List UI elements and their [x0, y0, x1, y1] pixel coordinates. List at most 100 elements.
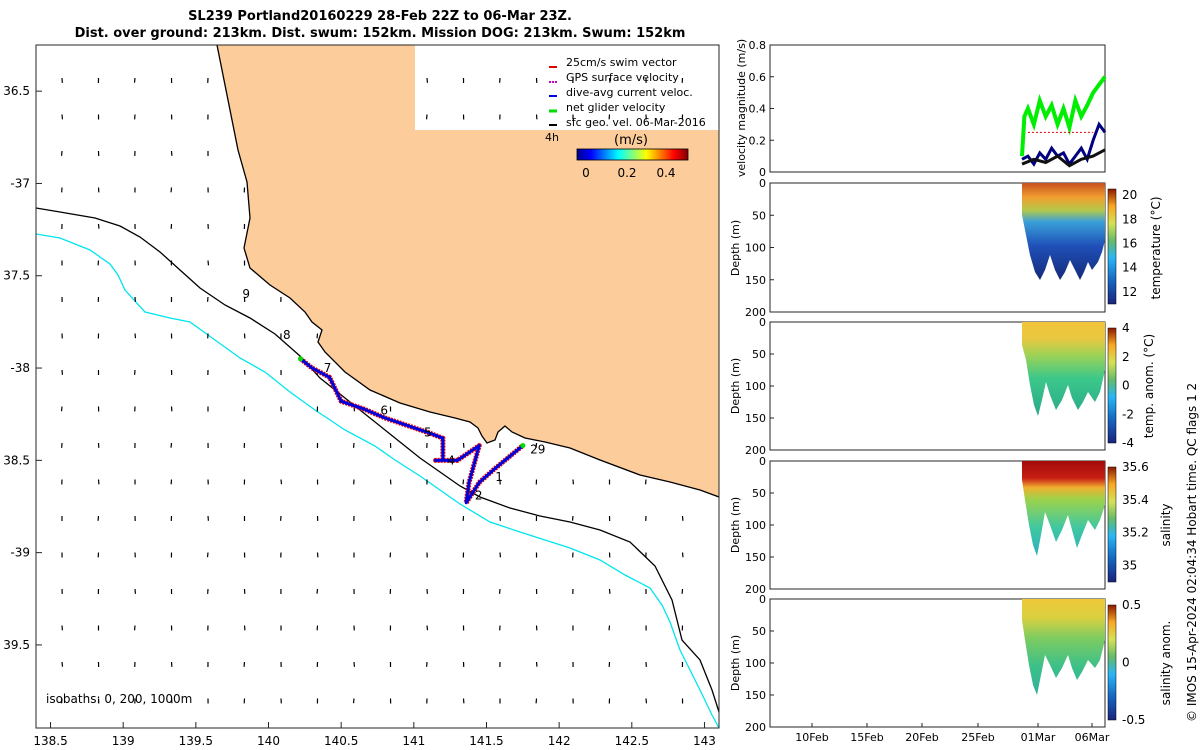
colorbar-tick-0: 0	[582, 166, 590, 180]
legend-net-velocity: net glider velocity	[566, 101, 666, 114]
map-xtick-label: 142.5	[615, 734, 649, 748]
salinity-anomaly-cbar-label: salinity anom.	[1159, 621, 1173, 706]
salinity-anomaly-ylabel: Depth (m)	[729, 635, 742, 691]
surface-velocity-vectors	[60, 77, 684, 704]
depth-tick-label: 200	[745, 721, 766, 734]
temperature-cbar-label: temperature (°C)	[1149, 197, 1163, 300]
colorbar-title: (m/s)	[614, 133, 648, 148]
depth-tick-label: 0	[759, 593, 766, 606]
map-xtick-label: 141	[402, 734, 425, 748]
temp-anomaly-cbar-label: temp. anom. (°C)	[1142, 334, 1156, 438]
depth-tick-label: 150	[745, 551, 766, 564]
temp-anomaly-ylabel: Depth (m)	[729, 358, 742, 414]
map-ytick-label: -38	[10, 361, 30, 375]
legend-gps-velocity: GPS surface velocity	[566, 71, 679, 84]
map-xtick-label: 139	[112, 734, 135, 748]
depth-tick-label: 150	[745, 689, 766, 702]
colorbar-tick-label: -0.5	[1122, 713, 1145, 727]
glider-track	[297, 356, 526, 506]
map-xtick-label: 140	[257, 734, 280, 748]
map-xtick-label: 138.5	[33, 734, 67, 748]
time-tick-label: 10Feb	[795, 731, 828, 744]
isobath-0m	[216, 45, 719, 498]
time-tick-label: 01Mar	[1021, 731, 1056, 744]
temp-anomaly-colorbar	[1107, 327, 1117, 444]
time-tick-label: 06Mar	[1075, 731, 1110, 744]
salinity-section	[1022, 461, 1105, 556]
depth-tick-label: 50	[752, 625, 766, 638]
salinity-colorbar	[1107, 466, 1117, 583]
map-panel: 9 8 7 6 5 4 12 29 138.5 139 139.5 140 140.5 141 141.5…	[3, 44, 720, 748]
surface-velocity-arrow	[608, 77, 611, 83]
salinity-anomaly-panel: Depth (m) salinity anom.	[729, 598, 1173, 728]
legend-dive-avg: dive-avg current veloc.	[566, 86, 693, 99]
colorbar-tick-label: 0	[1122, 656, 1130, 670]
colorbar-tick-label: 35.6	[1122, 460, 1149, 474]
depth-tick-label: 50	[752, 209, 766, 222]
map-colorbar	[576, 148, 689, 161]
velocity-ylabel: velocity magnitude (m/s)	[735, 39, 748, 177]
map-ytick-label: 37.5	[3, 269, 30, 283]
colorbar-tick-1: 0.2	[617, 166, 636, 180]
velocity-ytick-label: 0.4	[749, 103, 767, 116]
track-start-marker	[297, 356, 303, 362]
depth-tick-label: 0	[759, 455, 766, 468]
track-day-label: 29	[530, 442, 545, 456]
track-end-marker	[520, 443, 526, 449]
colorbar-tick-label: 35	[1122, 559, 1137, 573]
colorbar-tick-label: -4	[1122, 436, 1134, 450]
map-x-axis: 138.5 139 139.5 140 140.5 141 141.5 142 142.5 143	[33, 722, 716, 748]
velocity-y-axis: 0 0.2 0.4 0.6 0.8	[749, 39, 774, 179]
surface-velocity-arrow	[170, 442, 173, 448]
colorbar-tick-label: 2	[1122, 350, 1130, 364]
salinity-panel: Depth (m) salinity	[729, 460, 1173, 590]
depth-axes-ticks: 0501001502000501001502000501001502000501…	[745, 177, 774, 734]
dive-avg-track	[299, 357, 524, 505]
salinity-cbar-label: salinity	[1159, 503, 1173, 546]
velocity-series-line	[1021, 148, 1106, 168]
surface-velocity-arrow	[280, 479, 283, 485]
temp-anomaly-panel: Depth (m) temp. anom. (°C)	[729, 321, 1156, 451]
salinity-ylabel: Depth (m)	[729, 497, 742, 553]
surface-velocity-arrow	[134, 333, 137, 339]
colorbar-tick-label: -2	[1122, 407, 1134, 421]
timeseries-panels: 0 0.2 0.4 0.6 0.8 velocity magnitude (m/s) D…	[729, 39, 1173, 744]
track-day-label: 6	[380, 403, 388, 417]
depth-tick-label: 100	[745, 657, 766, 670]
track-day-label: 5	[424, 426, 432, 440]
map-ytick-label: 39.5	[3, 638, 30, 652]
velocity-ytick-label: 0.6	[749, 71, 767, 84]
track-day-label: 7	[324, 361, 332, 375]
credit-text: © IMOS 15-Apr-2024 02:04:34 Hobart time.…	[1185, 382, 1199, 722]
isobath-label: isobaths: 0, 200, 1000m	[46, 692, 192, 706]
depth-tick-label: 100	[745, 519, 766, 532]
track-day-label: 9	[242, 287, 250, 301]
salinity-anomaly-section	[1022, 599, 1105, 695]
map-ytick-label: -37	[10, 176, 30, 190]
map-xtick-label: 141.5	[469, 734, 503, 748]
colorbar-tick-2: 0.4	[656, 166, 675, 180]
depth-tick-label: 50	[752, 348, 766, 361]
depth-tick-label: 200	[745, 583, 766, 596]
depth-tick-label: 100	[745, 242, 766, 255]
depth-tick-label: 0	[759, 316, 766, 329]
map-legend: 25cm/s swim vector GPS surface velocity …	[545, 56, 706, 180]
legend-swim-vector: 25cm/s swim vector	[566, 56, 677, 69]
colorbar-tick-label: 4	[1122, 321, 1130, 335]
time-axis: 10Feb 15Feb 20Feb 25Feb 01Mar 06Mar	[795, 723, 1110, 744]
salinity-anomaly-colorbar	[1107, 604, 1117, 721]
velocity-ytick-label: 0	[759, 166, 766, 179]
colorbar-tick-label: 14	[1122, 261, 1137, 275]
colorbar-tick-label: 35.2	[1122, 526, 1149, 540]
surface-velocity-arrow	[61, 661, 64, 667]
track-day-label: 4	[447, 453, 455, 467]
title-line-2: Dist. over ground: 213km. Dist. swum: 15…	[74, 26, 686, 41]
isobath-200m	[36, 207, 719, 713]
depth-tick-label: 100	[745, 380, 766, 393]
colorbar-tick-label: 18	[1122, 212, 1137, 226]
depth-tick-label: 200	[745, 444, 766, 457]
colorbar-corner-label: 4h	[545, 131, 559, 144]
time-tick-label: 20Feb	[905, 731, 938, 744]
map-xtick-label: 140.5	[324, 734, 358, 748]
